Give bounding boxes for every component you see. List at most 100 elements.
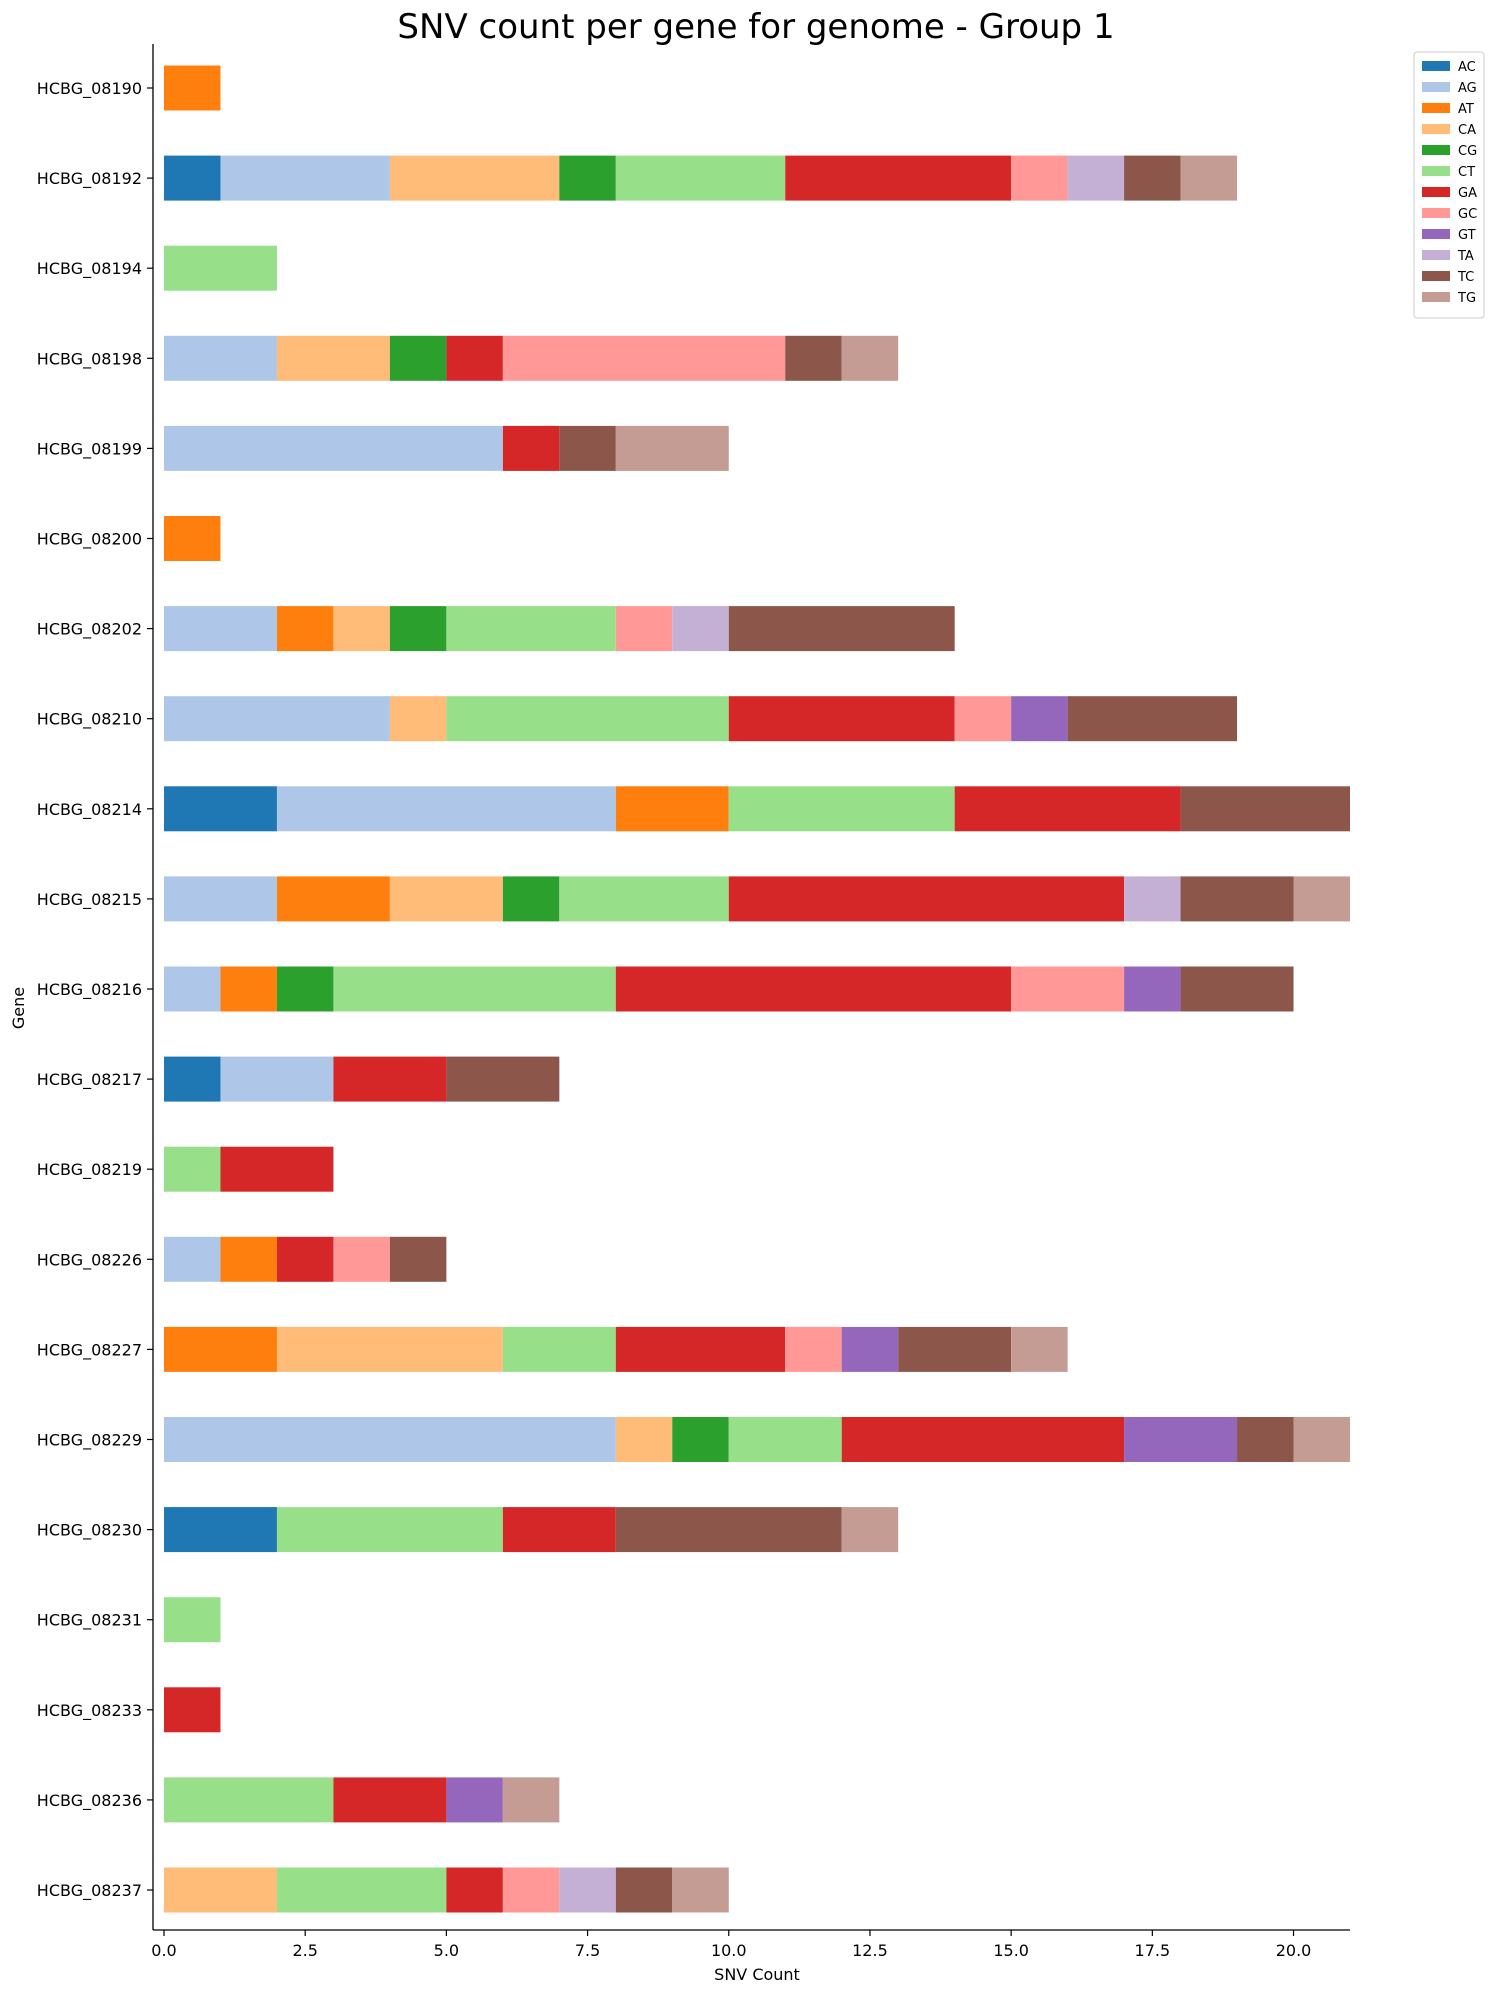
bar-segment [615, 1867, 673, 1913]
bar-segment [446, 335, 503, 381]
bar-segment [502, 1867, 560, 1913]
legend-swatch [1422, 229, 1450, 239]
legend-swatch [1422, 208, 1450, 218]
y-tick-label: HCBG_08226 [37, 1250, 142, 1270]
bar-segment [164, 696, 390, 742]
bar-segment [954, 696, 1012, 742]
bar-segment [276, 1236, 334, 1282]
bar-segment [164, 335, 277, 381]
bar-segment [615, 425, 729, 471]
y-tick-label: HCBG_08233 [37, 1701, 142, 1721]
x-tick-label: 2.5 [292, 1941, 317, 1960]
bar-segment [502, 335, 786, 381]
bar-segment [615, 155, 786, 201]
bar-segment [559, 425, 616, 471]
bar-segment [220, 1056, 334, 1102]
legend-label: TG [1457, 291, 1476, 306]
legend: AC AG AT CA CG CT GA GC GT TA TC TG [1413, 51, 1485, 319]
bar-segment [276, 335, 390, 381]
y-tick-label: HCBG_08229 [37, 1431, 142, 1451]
bar-segment [164, 966, 221, 1012]
bar-segment [164, 786, 277, 832]
bar-segment [841, 1417, 1125, 1462]
bar-segment [220, 966, 277, 1012]
legend-label: AC [1458, 60, 1476, 75]
bar-segment [164, 65, 221, 111]
legend-swatch [1422, 250, 1450, 260]
bar-segment [389, 606, 447, 652]
legend-label: TA [1457, 249, 1474, 264]
bar-segment [615, 966, 1012, 1012]
y-tick-label: HCBG_08210 [37, 710, 142, 730]
x-ticks-layer: 0.0 2.5 5.0 7.5 10.0 12.5 15.0 17.5 20.0 [151, 1930, 1311, 1960]
bar-segment [615, 1507, 842, 1553]
bar-segment [333, 966, 616, 1012]
legend-label: AG [1458, 81, 1477, 96]
bar-segment [1011, 696, 1068, 742]
x-tick-label: 7.5 [575, 1941, 600, 1960]
bar-segment [954, 786, 1181, 832]
bar-segment [502, 1777, 560, 1823]
y-tick-label: HCBG_08231 [37, 1611, 142, 1631]
bar-segment [1124, 876, 1181, 922]
legend-swatch [1422, 271, 1450, 281]
bar-segment [1293, 876, 1350, 922]
bar-segment [389, 876, 503, 922]
y-tick-label: HCBG_08198 [37, 349, 142, 369]
bar-segment [615, 786, 729, 832]
legend-label: GT [1458, 228, 1476, 243]
legend-label: CT [1458, 165, 1475, 180]
y-tick-label: HCBG_08237 [37, 1881, 142, 1901]
legend-label: TC [1457, 270, 1474, 285]
bar-segment [1011, 966, 1125, 1012]
legend-swatch [1422, 187, 1450, 197]
bar-segment [164, 1507, 277, 1553]
bar-segment [276, 1867, 447, 1913]
bar-segment [615, 1417, 673, 1462]
bar-segment [1293, 1417, 1350, 1462]
y-tick-label: HCBG_08200 [37, 530, 142, 550]
bar-segment [841, 1326, 899, 1372]
bar-segment [164, 1056, 221, 1102]
bar-segment [164, 245, 277, 291]
x-tick-label: 17.5 [1135, 1941, 1171, 1960]
legend-swatch [1422, 82, 1450, 92]
bar-segment [220, 1236, 277, 1282]
bar-segment [164, 1867, 277, 1913]
bar-segment [728, 1417, 842, 1462]
legend-swatch [1422, 145, 1450, 155]
legend-swatch [1422, 124, 1450, 134]
bar-segment [164, 1417, 616, 1462]
x-tick-label: 20.0 [1276, 1941, 1312, 1960]
bar-segment [164, 155, 221, 201]
bar-segment [333, 1056, 447, 1102]
bar-segment [1011, 1326, 1068, 1372]
x-tick-label: 10.0 [711, 1941, 747, 1960]
bar-segment [164, 606, 277, 652]
bar-segment [728, 606, 955, 652]
bar-segment [1067, 155, 1125, 201]
bar-segment [502, 876, 560, 922]
bar-segment [164, 1687, 221, 1733]
bar-segment [502, 1326, 616, 1372]
bar-segment [164, 1326, 277, 1372]
y-tick-label: HCBG_08190 [37, 79, 142, 99]
bar-segment [164, 1146, 221, 1192]
bar-segment [1180, 786, 1350, 832]
y-tick-label: HCBG_08227 [37, 1340, 142, 1360]
bar-segment [164, 1597, 221, 1643]
y-tick-label: HCBG_08236 [37, 1791, 142, 1811]
bar-segment [785, 1326, 842, 1372]
bar-segment [1237, 1417, 1294, 1462]
y-tick-label: HCBG_08199 [37, 439, 142, 459]
x-tick-label: 0.0 [151, 1941, 176, 1960]
bar-segment [728, 696, 955, 742]
bar-segment [276, 606, 334, 652]
y-tick-label: HCBG_08202 [37, 620, 142, 640]
bar-segment [672, 1867, 729, 1913]
bar-segment [1124, 1417, 1238, 1462]
y-tick-label: HCBG_08217 [37, 1070, 142, 1090]
bar-segment [446, 696, 729, 742]
